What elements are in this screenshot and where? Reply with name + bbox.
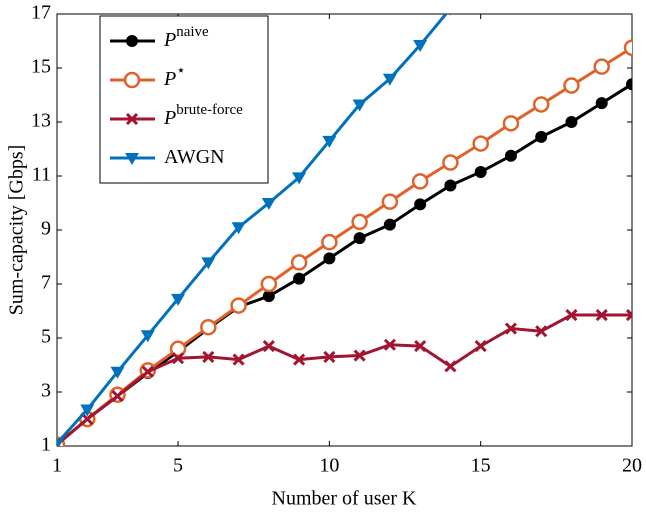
y-tick-label: 17 bbox=[31, 2, 51, 24]
marker bbox=[322, 135, 337, 148]
marker bbox=[230, 297, 247, 314]
y-tick-label: 3 bbox=[41, 380, 51, 402]
marker bbox=[201, 257, 216, 270]
marker bbox=[57, 438, 64, 446]
legend-label: Pnaive bbox=[163, 24, 209, 50]
marker bbox=[444, 360, 457, 373]
marker bbox=[442, 154, 459, 171]
y-axis-label: Sum-capacity [Gbps] bbox=[6, 145, 28, 316]
marker bbox=[125, 112, 139, 126]
marker bbox=[381, 193, 399, 210]
marker bbox=[444, 179, 457, 192]
x-axis-label: Number of user K bbox=[272, 488, 418, 510]
legend-superscript: brute-force bbox=[176, 102, 243, 118]
marker bbox=[260, 275, 278, 293]
y-tick-label: 1 bbox=[41, 434, 51, 456]
marker bbox=[414, 198, 427, 211]
legend-label: AWGN bbox=[164, 146, 225, 168]
marker bbox=[413, 40, 428, 53]
marker bbox=[504, 322, 518, 335]
marker bbox=[171, 352, 185, 365]
marker bbox=[323, 252, 336, 265]
plot-area bbox=[57, 14, 632, 446]
marker bbox=[474, 340, 487, 353]
marker bbox=[231, 222, 246, 235]
marker bbox=[382, 73, 397, 86]
marker bbox=[535, 130, 548, 143]
marker bbox=[563, 77, 580, 94]
marker bbox=[126, 35, 138, 47]
legend-name: P bbox=[163, 29, 176, 51]
legend-name: AWGN bbox=[164, 146, 225, 168]
x-tick-label: 15 bbox=[471, 455, 491, 477]
marker bbox=[169, 340, 187, 358]
marker bbox=[140, 330, 155, 343]
marker bbox=[593, 58, 610, 75]
marker bbox=[111, 389, 124, 403]
marker bbox=[383, 338, 396, 351]
marker bbox=[353, 232, 366, 245]
x-tick-label: 20 bbox=[622, 455, 642, 477]
y-tick-label: 7 bbox=[41, 272, 51, 294]
marker bbox=[262, 340, 275, 353]
y-tick-label: 13 bbox=[31, 110, 51, 132]
marker bbox=[202, 350, 215, 363]
marker bbox=[565, 116, 578, 128]
marker bbox=[352, 99, 367, 112]
marker bbox=[293, 272, 306, 285]
marker bbox=[323, 350, 336, 363]
marker bbox=[449, 14, 452, 16]
series-line bbox=[57, 14, 448, 445]
series-line bbox=[57, 313, 632, 446]
marker bbox=[625, 308, 632, 322]
y-tick-label: 15 bbox=[31, 56, 51, 78]
x-tick-label: 5 bbox=[173, 455, 183, 477]
marker bbox=[474, 165, 487, 178]
marker bbox=[535, 325, 548, 338]
legend-label: Pbrute-force bbox=[163, 102, 243, 128]
legend-superscript: ⋆ bbox=[176, 63, 185, 79]
marker bbox=[595, 97, 608, 110]
marker bbox=[565, 308, 578, 322]
marker bbox=[262, 290, 275, 303]
y-tick-label: 11 bbox=[32, 164, 51, 186]
marker bbox=[321, 233, 338, 251]
marker bbox=[293, 353, 306, 366]
x-tick-label: 1 bbox=[52, 455, 62, 477]
x-tick-label: 10 bbox=[319, 455, 339, 477]
marker bbox=[200, 318, 217, 336]
marker bbox=[353, 349, 366, 362]
y-tick-label: 9 bbox=[41, 218, 51, 240]
marker bbox=[123, 71, 141, 89]
marker bbox=[290, 254, 308, 271]
marker bbox=[504, 149, 517, 162]
marker bbox=[472, 135, 489, 152]
marker bbox=[411, 173, 429, 190]
marker bbox=[81, 412, 94, 426]
marker bbox=[414, 340, 427, 353]
legend-name: P bbox=[163, 107, 176, 129]
marker bbox=[80, 404, 95, 417]
y-tick-label: 5 bbox=[41, 326, 51, 348]
marker bbox=[141, 365, 154, 378]
marker bbox=[383, 218, 396, 231]
marker bbox=[623, 39, 632, 56]
marker bbox=[125, 153, 139, 165]
marker bbox=[532, 96, 550, 113]
legend-name: P bbox=[163, 68, 176, 90]
legend-superscript: naive bbox=[176, 24, 209, 40]
marker bbox=[261, 198, 276, 210]
marker bbox=[171, 293, 186, 306]
marker bbox=[626, 78, 632, 91]
marker bbox=[351, 213, 368, 231]
marker bbox=[110, 366, 125, 379]
marker bbox=[595, 308, 608, 322]
legend-label: P⋆ bbox=[163, 63, 186, 89]
marker bbox=[292, 172, 307, 185]
marker bbox=[502, 115, 520, 132]
marker bbox=[232, 353, 245, 366]
